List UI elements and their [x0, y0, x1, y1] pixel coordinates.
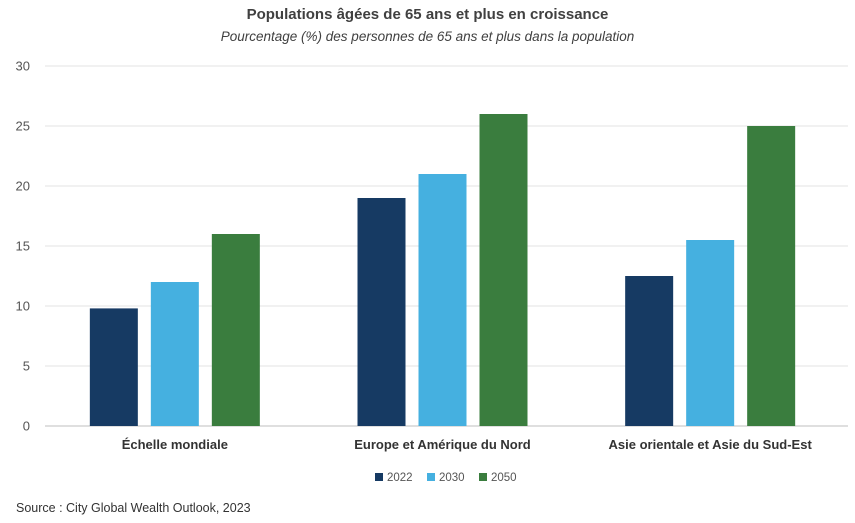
bar-2030 [418, 174, 467, 426]
chart-title: Populations âgées de 65 ans et plus en c… [246, 6, 609, 23]
legend-swatch-2050 [479, 473, 487, 481]
y-tick-label: 15 [16, 239, 30, 254]
x-axis: Échelle mondiale Europe et Amérique du No… [122, 437, 813, 452]
legend-label: 2030 [439, 472, 465, 484]
bar-2050 [479, 114, 528, 426]
bar-2022 [357, 198, 406, 426]
bar-chart: 0 5 10 15 20 25 30 Échelle mondiale Europe et A… [16, 59, 848, 484]
legend-swatch-2022 [375, 473, 383, 481]
x-category-label: Échelle mondiale [122, 437, 228, 452]
legend-swatch-2030 [427, 473, 435, 481]
bars [89, 114, 796, 426]
y-tick-label: 0 [23, 419, 30, 434]
bar-2022 [89, 308, 138, 426]
x-category-label: Europe et Amérique du Nord [354, 437, 531, 452]
y-tick-label: 10 [16, 299, 30, 314]
chart-subtitle: Pourcentage (%) des personnes de 65 ans … [220, 29, 635, 44]
legend-label: 2050 [491, 472, 517, 484]
legend: 2022 2030 2050 [375, 472, 517, 484]
y-tick-label: 5 [23, 359, 30, 374]
y-axis: 0 5 10 15 20 25 30 [16, 59, 30, 434]
bar-2022 [625, 276, 674, 426]
bar-2030 [150, 282, 199, 426]
bar-2050 [211, 234, 260, 426]
legend-label: 2022 [387, 472, 413, 484]
y-tick-label: 20 [16, 179, 30, 194]
y-tick-label: 30 [16, 59, 30, 74]
y-tick-label: 25 [16, 119, 30, 134]
x-category-label: Asie orientale et Asie du Sud-Est [609, 437, 813, 452]
bar-2030 [686, 240, 735, 426]
source-note: Source : City Global Wealth Outlook, 202… [16, 501, 251, 515]
bar-2050 [747, 126, 796, 426]
